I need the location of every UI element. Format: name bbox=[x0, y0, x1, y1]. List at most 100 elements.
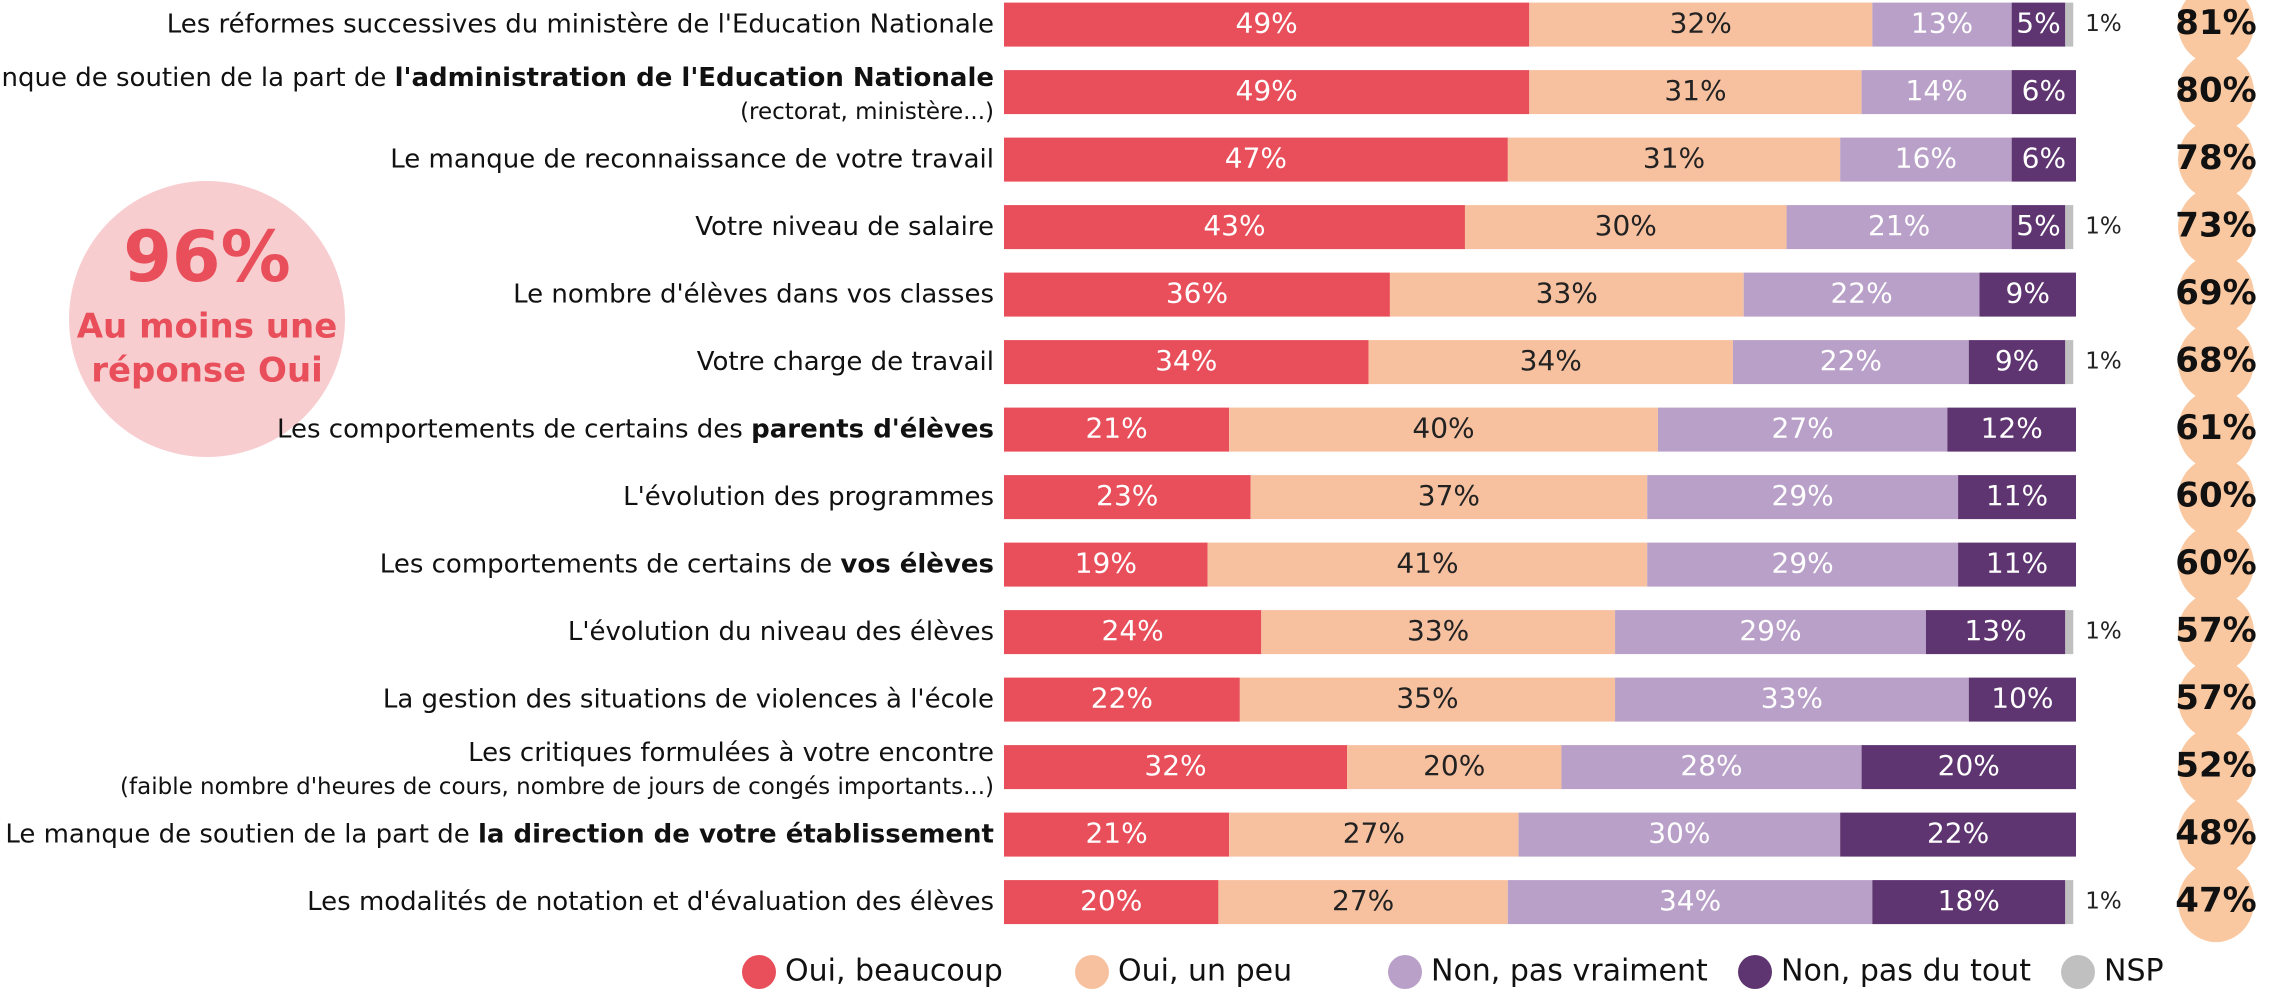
bar-segment bbox=[1743, 272, 1980, 317]
bar-segment bbox=[1507, 880, 1873, 925]
category-label: Les critiques formulées à votre encontre bbox=[468, 738, 994, 768]
value-label: 47% bbox=[1225, 142, 1287, 175]
value-label: 20% bbox=[1080, 884, 1142, 917]
bar-segment bbox=[1615, 610, 1926, 655]
bar-segment bbox=[1979, 272, 2076, 317]
category-label: (rectorat, ministère...) bbox=[740, 99, 994, 125]
value-label: 18% bbox=[1938, 884, 2000, 917]
value-label: 6% bbox=[2022, 142, 2066, 175]
category-label-part: Le manque de reconnaissance de votre tra… bbox=[390, 144, 994, 174]
bar-segment bbox=[1239, 677, 1616, 722]
total-label: 81% bbox=[2175, 3, 2256, 43]
total-bubble bbox=[2178, 0, 2254, 65]
category-label-part: Le manque de soutien de la part de bbox=[5, 819, 478, 849]
category-label-part: La gestion des situations de violences à… bbox=[383, 684, 994, 714]
value-label: 34% bbox=[1155, 344, 1217, 377]
category-label: Les réformes successives du ministère de… bbox=[167, 9, 994, 39]
category-label-part: Le nombre d'élèves dans vos classes bbox=[513, 279, 994, 309]
total-label: 48% bbox=[2175, 813, 2256, 853]
total-label: 47% bbox=[2175, 881, 2256, 921]
total-bubble bbox=[2178, 254, 2254, 335]
value-label: 1% bbox=[2085, 349, 2122, 375]
category-label: Les comportements de certains de vos élè… bbox=[380, 549, 994, 579]
category-label: La gestion des situations de violences à… bbox=[383, 684, 994, 714]
value-label: 28% bbox=[1680, 749, 1742, 782]
bar-segment bbox=[1004, 340, 1369, 385]
bar-segment bbox=[1004, 745, 1348, 790]
category-label-part: Les comportements de certains de bbox=[380, 549, 841, 579]
value-label: 14% bbox=[1906, 74, 1968, 107]
category-label-part: (faible nombre d'heures de cours, nombre… bbox=[120, 774, 994, 800]
badge-circle bbox=[69, 181, 345, 457]
bar-segment bbox=[1958, 475, 2076, 520]
bar-segment bbox=[1218, 880, 1508, 925]
value-label: 29% bbox=[1772, 547, 1834, 580]
value-label: 6% bbox=[2022, 74, 2066, 107]
bar-segment bbox=[2065, 340, 2074, 385]
value-label: 31% bbox=[1664, 74, 1726, 107]
bar-segment bbox=[1840, 812, 2076, 857]
bar-segment bbox=[1657, 407, 1948, 452]
category-label: (faible nombre d'heures de cours, nombre… bbox=[120, 774, 994, 800]
badge-text: Au moins une bbox=[77, 307, 338, 347]
bar-segment bbox=[1004, 610, 1262, 655]
value-label: 33% bbox=[1407, 614, 1469, 647]
bar-segment bbox=[1207, 542, 1648, 587]
bar-segment bbox=[1004, 677, 1240, 722]
value-label: 33% bbox=[1761, 682, 1823, 715]
value-label: 13% bbox=[1911, 7, 1973, 40]
value-label: 36% bbox=[1166, 277, 1228, 310]
value-label: 49% bbox=[1236, 7, 1298, 40]
value-label: 49% bbox=[1236, 74, 1298, 107]
category-label-part: (rectorat, ministère...) bbox=[740, 99, 994, 125]
value-label: 22% bbox=[1927, 817, 1989, 850]
total-label: 73% bbox=[2175, 206, 2256, 246]
category-label-part: Les critiques formulées à votre encontre bbox=[468, 738, 994, 768]
bar-segment bbox=[1518, 812, 1841, 857]
bar-segment bbox=[1647, 542, 1959, 587]
bar-segment bbox=[1004, 272, 1390, 317]
category-label: Les modalités de notation et d'évaluatio… bbox=[307, 887, 994, 917]
value-label: 1% bbox=[2085, 889, 2122, 915]
value-label: 32% bbox=[1670, 7, 1732, 40]
bar-segment bbox=[1786, 205, 2012, 250]
value-label: 9% bbox=[2006, 277, 2050, 310]
bar-segment bbox=[1004, 2, 1530, 47]
value-label: 5% bbox=[2016, 7, 2060, 40]
bar-segment bbox=[1968, 340, 2066, 385]
badge-text: réponse Oui bbox=[91, 351, 323, 391]
bar-segment bbox=[1872, 880, 2066, 925]
bar-segment bbox=[1389, 272, 1744, 317]
total-bubble bbox=[2178, 457, 2254, 538]
bar-segment bbox=[2011, 137, 2076, 182]
bar-segment bbox=[1861, 70, 2012, 115]
bar-segment bbox=[1004, 880, 1219, 925]
bar-segment bbox=[1004, 812, 1230, 857]
value-label: 1% bbox=[2085, 619, 2122, 645]
total-label: 57% bbox=[2175, 678, 2256, 718]
category-label-part: la direction de votre établissement bbox=[478, 819, 994, 849]
bar-segment bbox=[1004, 542, 1208, 587]
total-label: 80% bbox=[2175, 71, 2256, 111]
value-label: 41% bbox=[1396, 547, 1458, 580]
bar-segment bbox=[1004, 205, 1465, 250]
category-label-part: Votre niveau de salaire bbox=[695, 212, 994, 242]
category-label: Votre niveau de salaire bbox=[695, 212, 994, 242]
bar-segment bbox=[2011, 70, 2076, 115]
value-label: 24% bbox=[1102, 614, 1164, 647]
category-label-part: Votre charge de travail bbox=[697, 347, 994, 377]
bar-segment bbox=[1004, 475, 1251, 520]
value-label: 16% bbox=[1895, 142, 1957, 175]
bar-segment bbox=[1261, 610, 1616, 655]
value-label: 43% bbox=[1203, 209, 1265, 242]
bar-segment bbox=[2065, 610, 2074, 655]
total-bubble bbox=[2178, 187, 2254, 268]
total-bubble bbox=[2178, 524, 2254, 605]
bar-segment bbox=[1004, 137, 1508, 182]
bar-segment bbox=[1368, 340, 1733, 385]
total-label: 52% bbox=[2175, 746, 2256, 786]
bar-segment bbox=[2065, 880, 2074, 925]
total-label: 68% bbox=[2175, 341, 2256, 381]
value-label: 10% bbox=[1991, 682, 2053, 715]
